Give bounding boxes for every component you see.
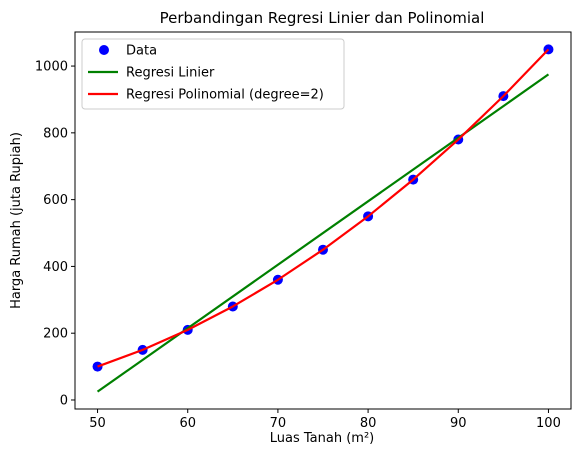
- x-axis-label: Luas Tanah (m²): [270, 431, 374, 446]
- y-axis-label: Harga Rumah (juta Rupiah): [9, 132, 24, 309]
- plot-frame: [74, 31, 572, 410]
- y-tick-label: 600: [43, 193, 68, 208]
- y-tick-label: 400: [43, 260, 68, 275]
- legend-box: [81, 38, 345, 110]
- y-tick-label: 800: [43, 126, 68, 141]
- x-tick-label: 80: [360, 416, 377, 431]
- legend: Data Regresi Linier Regresi Polinomial (de…: [81, 38, 345, 110]
- chart-title: Perbandingan Regresi Linier dan Polinomi…: [160, 9, 485, 27]
- legend-label: Regresi Linier: [126, 66, 215, 81]
- legend-label: Regresi Polinomial (degree=2): [126, 88, 324, 103]
- linear-regression-line: [96, 73, 550, 393]
- legend-marker: [99, 45, 109, 55]
- y-tick-label: 0: [60, 393, 68, 408]
- series-layer: [92, 44, 554, 393]
- x-tick-label: 70: [270, 416, 287, 431]
- x-tick-label: 50: [89, 416, 106, 431]
- x-tick-label: 90: [450, 416, 467, 431]
- legend-label: Data: [126, 44, 157, 59]
- y-tick-label: 200: [43, 327, 68, 342]
- x-tick-label: 100: [536, 416, 561, 431]
- polynomial-regression-line: [97, 48, 550, 368]
- y-tick-label: 1000: [35, 60, 68, 75]
- x-tick-label: 60: [179, 416, 196, 431]
